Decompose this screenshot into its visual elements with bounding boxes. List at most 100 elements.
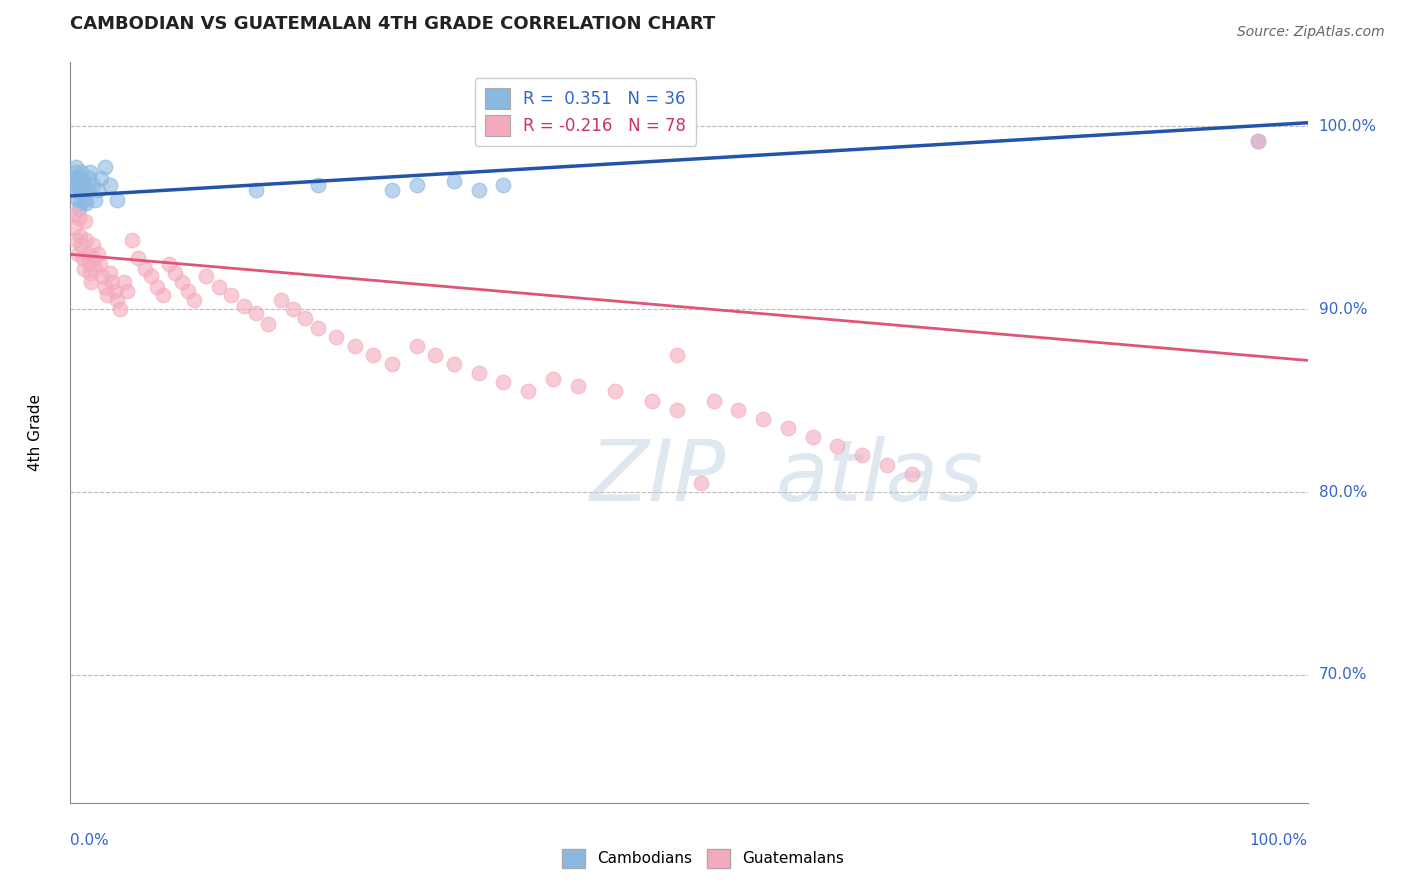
Point — [900, 467, 922, 481]
Point — [851, 449, 873, 463]
Point — [76, 183, 98, 197]
Point — [77, 170, 100, 185]
Point — [208, 280, 231, 294]
Point — [79, 165, 101, 179]
Point — [245, 306, 267, 320]
Point — [62, 178, 84, 192]
Point — [541, 372, 564, 386]
Point — [90, 170, 112, 185]
Point — [82, 178, 104, 192]
Point — [82, 238, 104, 252]
Point — [84, 193, 107, 207]
Point — [108, 302, 131, 317]
Point — [83, 251, 105, 265]
Point — [67, 211, 90, 225]
Text: CAMBODIAN VS GUATEMALAN 4TH GRADE CORRELATION CHART: CAMBODIAN VS GUATEMALAN 4TH GRADE CORREL… — [70, 15, 716, 33]
Point — [827, 439, 849, 453]
Point — [65, 183, 87, 197]
Point — [294, 311, 316, 326]
Point — [152, 287, 174, 301]
Point — [96, 287, 118, 301]
Point — [65, 233, 87, 247]
Text: 100.0%: 100.0% — [1250, 833, 1308, 848]
Point — [66, 178, 89, 192]
Point — [73, 262, 96, 277]
Text: ZIP: ZIP — [591, 435, 727, 518]
Point — [66, 193, 89, 207]
Point — [75, 233, 97, 247]
Point — [105, 193, 128, 207]
Point — [443, 174, 465, 188]
Point — [65, 165, 87, 179]
Point — [77, 256, 100, 270]
Point — [1247, 134, 1270, 148]
Point — [72, 174, 94, 188]
Point — [80, 275, 103, 289]
Point — [94, 280, 117, 294]
Point — [381, 357, 404, 371]
Point — [232, 299, 254, 313]
Point — [134, 262, 156, 277]
Point — [165, 266, 187, 280]
Point — [98, 178, 121, 192]
Point — [603, 384, 626, 399]
Point — [86, 183, 108, 197]
Point — [75, 214, 97, 228]
Point — [70, 165, 93, 179]
Legend: R =  0.351   N = 36, R = -0.216   N = 78: R = 0.351 N = 36, R = -0.216 N = 78 — [475, 78, 696, 145]
Point — [75, 196, 97, 211]
Point — [270, 293, 292, 307]
Point — [127, 251, 149, 265]
Point — [66, 247, 89, 261]
Point — [405, 339, 427, 353]
Point — [112, 275, 135, 289]
Point — [467, 183, 489, 197]
Point — [105, 293, 128, 307]
Point — [177, 284, 200, 298]
Point — [307, 178, 329, 192]
Point — [245, 183, 267, 197]
Point — [690, 475, 713, 490]
Point — [381, 183, 404, 197]
Point — [343, 339, 366, 353]
Point — [121, 233, 143, 247]
Point — [89, 256, 111, 270]
Point — [703, 393, 725, 408]
Text: 70.0%: 70.0% — [1319, 667, 1367, 682]
Point — [63, 207, 86, 221]
Point — [76, 247, 98, 261]
Point — [139, 269, 162, 284]
Text: 4th Grade: 4th Grade — [28, 394, 44, 471]
Point — [146, 280, 169, 294]
Point — [665, 402, 688, 417]
Point — [467, 366, 489, 380]
Point — [443, 357, 465, 371]
Point — [98, 266, 121, 280]
Point — [101, 275, 124, 289]
Point — [63, 170, 86, 185]
Point — [776, 421, 799, 435]
Point — [104, 284, 127, 298]
Point — [69, 196, 91, 211]
Text: 90.0%: 90.0% — [1319, 301, 1367, 317]
Point — [405, 178, 427, 192]
Point — [65, 160, 87, 174]
Point — [281, 302, 304, 317]
Point — [65, 174, 87, 188]
Point — [72, 183, 94, 197]
Point — [492, 178, 515, 192]
Point — [183, 293, 205, 307]
Point — [492, 376, 515, 390]
Point — [517, 384, 540, 399]
Point — [876, 458, 898, 472]
Point — [73, 178, 96, 192]
Point — [219, 287, 242, 301]
Text: 80.0%: 80.0% — [1319, 484, 1367, 500]
Point — [257, 317, 280, 331]
Point — [65, 219, 87, 234]
Point — [752, 412, 775, 426]
Point — [115, 284, 138, 298]
Point — [69, 183, 91, 197]
Legend: Cambodians, Guatemalans: Cambodians, Guatemalans — [555, 843, 851, 873]
Point — [75, 193, 97, 207]
